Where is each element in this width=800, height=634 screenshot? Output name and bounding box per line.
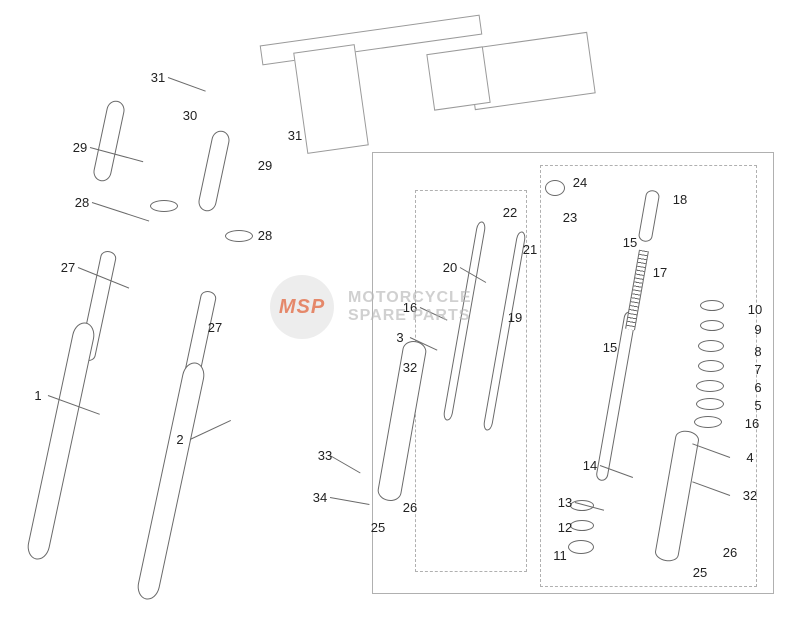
- diagram-stage: 3129303128292827271224222318211517201633…: [0, 0, 800, 634]
- callout-number: 15: [600, 340, 620, 355]
- watermark-line2: SPARE PARTS: [348, 307, 471, 325]
- callout-number: 23: [560, 210, 580, 225]
- callout-number: 10: [745, 302, 765, 317]
- callout-number: 31: [148, 70, 168, 85]
- callout-number: 9: [748, 322, 768, 337]
- leader-line: [330, 497, 370, 505]
- fork-tube: [197, 129, 232, 213]
- callout-number: 5: [748, 398, 768, 413]
- ring-part: [698, 360, 724, 372]
- callout-number: 20: [440, 260, 460, 275]
- watermark: MSP MOTORCYCLE SPARE PARTS: [270, 275, 471, 339]
- callout-number: 27: [58, 260, 78, 275]
- leader-line: [168, 77, 206, 92]
- ring-part: [545, 180, 565, 196]
- callout-number: 11: [550, 548, 570, 563]
- watermark-line1: MOTORCYCLE: [348, 289, 471, 307]
- callout-number: 14: [580, 458, 600, 473]
- callout-number: 15: [620, 235, 640, 250]
- fork-tube: [25, 320, 97, 561]
- callout-number: 31: [285, 128, 305, 143]
- callout-number: 34: [310, 490, 330, 505]
- callout-number: 22: [500, 205, 520, 220]
- callout-number: 13: [555, 495, 575, 510]
- callout-number: 25: [690, 565, 710, 580]
- callout-number: 33: [315, 448, 335, 463]
- callout-number: 32: [740, 488, 760, 503]
- callout-number: 27: [205, 320, 225, 335]
- callout-number: 21: [520, 242, 540, 257]
- callout-number: 29: [70, 140, 90, 155]
- callout-number: 1: [28, 388, 48, 403]
- frame-outline: [426, 46, 490, 110]
- callout-number: 29: [255, 158, 275, 173]
- callout-number: 19: [505, 310, 525, 325]
- callout-number: 24: [570, 175, 590, 190]
- leader-line: [92, 202, 149, 221]
- watermark-text: MOTORCYCLE SPARE PARTS: [348, 289, 471, 326]
- callout-number: 32: [400, 360, 420, 375]
- ring-part: [694, 416, 722, 428]
- fork-tube: [92, 99, 127, 183]
- ring-part: [698, 340, 724, 352]
- callout-number: 12: [555, 520, 575, 535]
- watermark-badge: MSP: [270, 275, 334, 339]
- fork-tube: [135, 360, 207, 601]
- callout-number: 7: [748, 362, 768, 377]
- ring-part: [700, 300, 724, 311]
- ring-part: [225, 230, 253, 242]
- callout-number: 18: [670, 192, 690, 207]
- callout-number: 26: [400, 500, 420, 515]
- ring-part: [700, 320, 724, 331]
- callout-number: 8: [748, 344, 768, 359]
- callout-number: 28: [72, 195, 92, 210]
- callout-number: 16: [742, 416, 762, 431]
- ring-part: [568, 540, 594, 554]
- callout-number: 2: [170, 432, 190, 447]
- ring-part: [150, 200, 178, 212]
- callout-number: 30: [180, 108, 200, 123]
- leader-line: [190, 420, 231, 440]
- callout-number: 25: [368, 520, 388, 535]
- ring-part: [696, 398, 724, 410]
- callout-number: 26: [720, 545, 740, 560]
- watermark-badge-text: MSP: [279, 296, 325, 319]
- callout-number: 28: [255, 228, 275, 243]
- callout-number: 4: [740, 450, 760, 465]
- callout-number: 17: [650, 265, 670, 280]
- inner-detail-region: [415, 190, 527, 572]
- ring-part: [696, 380, 724, 392]
- callout-number: 6: [748, 380, 768, 395]
